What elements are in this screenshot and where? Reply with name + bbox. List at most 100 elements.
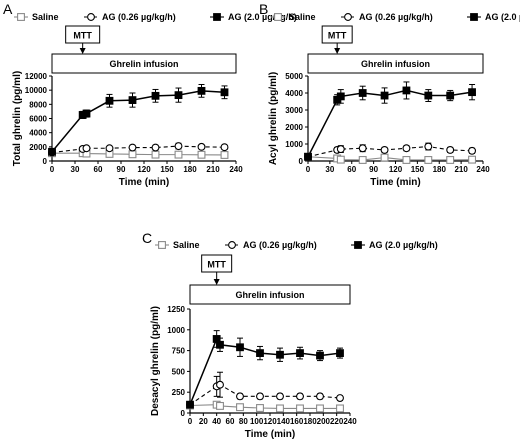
x-tick-label: 140 xyxy=(277,417,291,426)
legend-marker xyxy=(158,241,166,249)
legend-marker xyxy=(344,13,352,21)
mtt-label: MTT xyxy=(328,31,347,41)
y-tick-label: 0 xyxy=(181,409,186,418)
y-tick-label: 4000 xyxy=(285,89,303,98)
y-tick-label: 2000 xyxy=(29,143,47,152)
data-point xyxy=(216,340,224,349)
data-point xyxy=(151,143,160,152)
legend-label: AG (0.26 µg/kg/h) xyxy=(102,12,176,22)
data-point xyxy=(358,89,367,97)
data-point xyxy=(336,155,345,164)
legend-marker xyxy=(470,13,478,21)
x-tick-label: 80 xyxy=(239,417,248,426)
series-2 xyxy=(48,84,229,156)
data-point xyxy=(216,380,224,389)
data-point xyxy=(468,88,476,97)
data-point xyxy=(424,142,433,151)
mtt-arrow-head xyxy=(213,279,220,285)
x-tick-label: 100 xyxy=(250,417,264,426)
data-point xyxy=(296,404,304,413)
legend-label: Saline xyxy=(289,12,316,22)
data-point xyxy=(402,144,411,153)
data-point xyxy=(197,142,206,151)
panel-a: A Saline AG (0.26 µg/kg/h) AG (2.0 µg/kg/h)… xyxy=(3,1,297,188)
mtt-label: MTT xyxy=(73,31,92,41)
data-point xyxy=(105,144,114,153)
x-tick-label: 30 xyxy=(325,165,334,174)
y-tick-label: 12000 xyxy=(25,72,48,81)
legend: Saline AG (0.26 µg/kg/h) AG (2.0 µg/kg/h) xyxy=(155,240,438,250)
x-tick-label: 60 xyxy=(226,417,235,426)
data-point xyxy=(256,392,264,401)
data-point xyxy=(316,392,324,401)
y-tick-label: 1000 xyxy=(167,326,185,335)
x-axis-label: Time (min) xyxy=(119,177,169,188)
data-point xyxy=(380,91,389,100)
data-point xyxy=(197,150,206,159)
series-1 xyxy=(304,142,477,161)
x-axis-label: Time (min) xyxy=(370,177,420,188)
x-tick-label: 90 xyxy=(369,165,378,174)
data-point xyxy=(151,150,160,159)
data-point xyxy=(358,144,367,153)
data-point xyxy=(82,109,91,118)
x-tick-label: 0 xyxy=(306,165,311,174)
data-point xyxy=(380,146,389,154)
panel-c: C Saline AG (0.26 µg/kg/h) AG (2.0 µg/kg/h)… xyxy=(142,230,438,440)
x-tick-label: 120 xyxy=(263,417,277,426)
data-point xyxy=(336,145,345,154)
data-point xyxy=(216,401,224,410)
x-tick-label: 90 xyxy=(117,165,126,174)
x-tick-label: 20 xyxy=(199,417,208,426)
y-tick-label: 2000 xyxy=(285,123,303,132)
legend-label: AG (0.26 µg/kg/h) xyxy=(359,12,433,22)
x-tick-label: 0 xyxy=(50,165,55,174)
legend-label: AG (0.26 µg/kg/h) xyxy=(243,240,317,250)
y-tick-label: 8000 xyxy=(29,100,47,109)
x-tick-label: 40 xyxy=(212,417,221,426)
x-tick-label: 240 xyxy=(229,165,243,174)
data-point xyxy=(220,151,229,159)
series-2 xyxy=(186,330,344,409)
x-tick-label: 160 xyxy=(290,417,304,426)
data-point xyxy=(220,88,229,97)
x-tick-label: 210 xyxy=(454,165,468,174)
panel-letter: C xyxy=(142,230,152,246)
infusion-label: Ghrelin infusion xyxy=(361,59,430,69)
legend-label: AG (2.0 µg/kg/h) xyxy=(369,240,438,250)
data-point xyxy=(336,394,344,402)
y-tick-label: 6000 xyxy=(29,115,47,124)
data-point xyxy=(128,150,137,159)
data-point xyxy=(151,91,160,100)
x-tick-label: 120 xyxy=(137,165,151,174)
data-point xyxy=(424,156,433,164)
infusion-label: Ghrelin infusion xyxy=(110,59,179,69)
y-tick-label: 3000 xyxy=(285,106,303,115)
data-point xyxy=(336,92,345,101)
legend-label: Saline xyxy=(173,240,200,250)
legend: Saline AG (0.26 µg/kg/h) AG (2.0 µg/kg/h) xyxy=(271,12,520,22)
series-0 xyxy=(48,149,229,159)
data-point xyxy=(174,150,183,159)
x-tick-label: 180 xyxy=(183,165,197,174)
data-point xyxy=(220,143,229,152)
mtt-arrow-head xyxy=(334,48,341,54)
y-tick-label: 500 xyxy=(172,367,186,376)
series-0 xyxy=(304,152,477,164)
y-axis-label: Acyl ghrelin (pg/ml) xyxy=(268,72,279,165)
y-tick-label: 0 xyxy=(299,157,304,166)
data-point xyxy=(358,156,367,164)
x-tick-label: 210 xyxy=(206,165,220,174)
x-tick-label: 30 xyxy=(71,165,80,174)
x-tick-label: 150 xyxy=(160,165,174,174)
infusion-bar xyxy=(51,53,237,74)
y-tick-label: 0 xyxy=(43,157,48,166)
data-point xyxy=(236,403,244,412)
legend-label: AG (2.0 µg/kg/h) xyxy=(485,12,520,22)
data-point xyxy=(256,349,264,357)
data-point xyxy=(316,404,324,413)
data-point xyxy=(424,91,433,100)
x-tick-label: 240 xyxy=(343,417,357,426)
data-point xyxy=(48,147,56,156)
x-tick-label: 60 xyxy=(94,165,103,174)
